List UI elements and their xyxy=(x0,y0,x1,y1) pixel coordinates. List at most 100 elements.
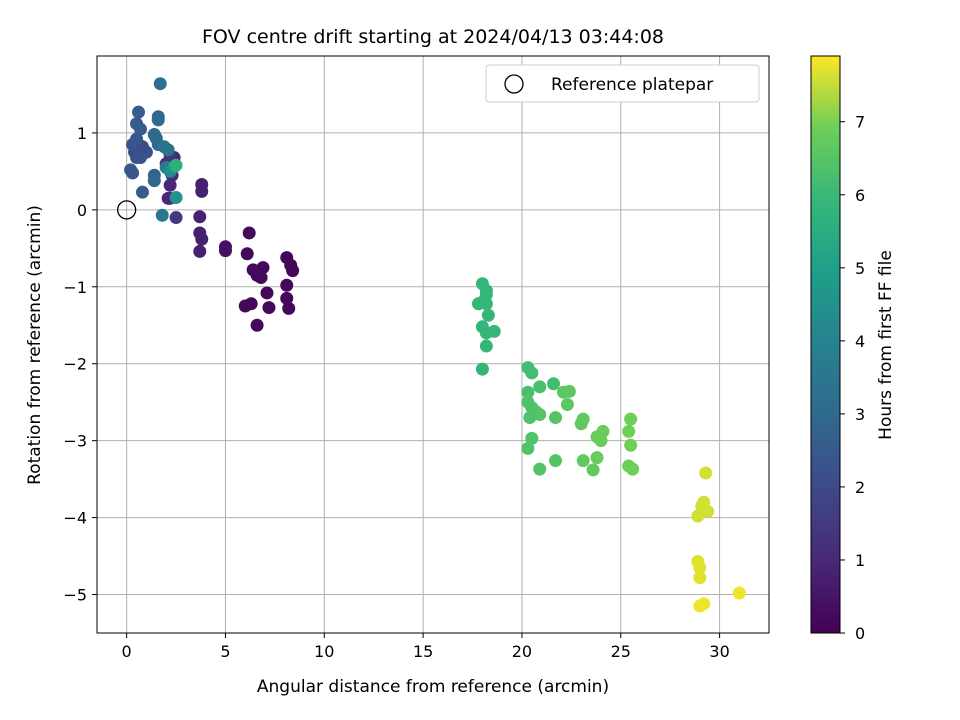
y-tick-label: −1 xyxy=(63,278,87,297)
scatter-point xyxy=(533,380,547,394)
x-tick-label: 15 xyxy=(413,642,433,661)
y-tick-label: −5 xyxy=(63,586,87,605)
scatter-point xyxy=(240,247,254,261)
plot-frame xyxy=(96,55,770,634)
scatter-point xyxy=(624,438,638,452)
x-axis-label: Angular distance from reference (arcmin) xyxy=(257,677,609,697)
x-tick-label: 20 xyxy=(512,642,532,661)
y-tick-label: 0 xyxy=(77,201,87,220)
colorbar-tick-label: 7 xyxy=(855,113,865,132)
scatter-point xyxy=(693,599,707,613)
scatter-point xyxy=(701,504,715,518)
scatter-point xyxy=(562,384,576,398)
chart-title: FOV centre drift starting at 2024/04/13 … xyxy=(202,26,664,48)
x-tick-label: 30 xyxy=(709,642,729,661)
scatter-point xyxy=(280,278,294,292)
scatter-point xyxy=(576,454,590,468)
x-axis-ticks: 0 5 10 15 20 25 30 xyxy=(122,633,730,661)
scatter-point xyxy=(153,77,167,91)
scatter-point xyxy=(479,339,493,353)
scatter-point xyxy=(169,158,183,172)
colorbar-tick-label: 1 xyxy=(855,551,865,570)
scatter-point xyxy=(169,191,183,205)
scatter-point xyxy=(699,466,713,480)
y-tick-label: −2 xyxy=(63,355,87,374)
scatter-point xyxy=(549,454,563,468)
grid-lines xyxy=(97,56,769,633)
scatter-point xyxy=(149,131,163,145)
legend: Reference platepar xyxy=(485,64,760,103)
colorbar-ticks: 0 1 2 3 4 5 6 7 xyxy=(840,113,865,643)
scatter-point xyxy=(262,301,276,315)
scatter-point xyxy=(169,211,183,225)
colorbar: 0 1 2 3 4 5 6 7 Hours from first FF file xyxy=(810,55,896,643)
scatter-point xyxy=(574,417,588,431)
y-axis-ticks: −5 −4 −3 −2 −1 0 1 xyxy=(63,124,97,605)
scatter-point xyxy=(560,398,574,412)
plot-area xyxy=(97,56,769,633)
scatter-point xyxy=(163,178,177,192)
scatter-point xyxy=(586,463,600,477)
x-tick-label: 5 xyxy=(220,642,230,661)
scatter-point xyxy=(151,110,165,124)
scatter-point xyxy=(693,561,707,575)
scatter-point xyxy=(282,301,296,315)
colorbar-tick-label: 2 xyxy=(855,478,865,497)
scatter-point xyxy=(195,232,209,246)
data-points xyxy=(124,77,746,613)
scatter-point xyxy=(521,385,535,399)
scatter-point xyxy=(479,297,493,311)
scatter-point xyxy=(691,509,705,523)
scatter-point xyxy=(487,324,501,338)
scatter-point xyxy=(130,132,144,146)
scatter-point xyxy=(626,462,640,476)
scatter-point xyxy=(133,122,147,136)
x-tick-label: 25 xyxy=(611,642,631,661)
colorbar-tick-label: 0 xyxy=(855,624,865,643)
scatter-point xyxy=(481,308,495,322)
scatter-point xyxy=(547,377,561,391)
scatter-point xyxy=(533,462,547,476)
colorbar-tick-label: 6 xyxy=(855,186,865,205)
scatter-point xyxy=(135,185,149,199)
scatter-point xyxy=(195,184,209,198)
scatter-point xyxy=(238,299,252,313)
scatter-point xyxy=(549,411,563,425)
reference-platepar-marker xyxy=(116,200,137,220)
scatter-point xyxy=(242,226,256,240)
scatter-point xyxy=(250,268,264,282)
scatter-point xyxy=(132,105,146,119)
legend-entry-reference: Reference platepar xyxy=(551,75,713,95)
scatter-point xyxy=(155,208,169,222)
x-tick-label: 0 xyxy=(122,642,132,661)
scatter-point xyxy=(193,244,207,258)
scatter-point xyxy=(622,424,636,438)
scatter-point xyxy=(147,174,161,188)
scatter-point xyxy=(133,151,147,165)
scatter-point xyxy=(286,264,300,278)
scatter-point xyxy=(525,366,539,380)
scatter-point xyxy=(260,286,274,300)
scatter-point xyxy=(732,586,746,600)
y-tick-label: −4 xyxy=(63,509,87,528)
legend-reference-marker xyxy=(504,74,524,94)
colorbar-tick-label: 5 xyxy=(855,259,865,278)
colorbar-tick-label: 4 xyxy=(855,332,865,351)
scatter-point xyxy=(193,210,207,224)
scatter-point xyxy=(250,318,264,332)
colorbar-gradient xyxy=(810,55,841,634)
scatter-point xyxy=(693,571,707,585)
scatter-point xyxy=(521,441,535,455)
colorbar-tick-label: 3 xyxy=(855,405,865,424)
y-tick-label: 1 xyxy=(77,124,87,143)
scatter-point xyxy=(624,412,638,426)
scatter-point xyxy=(475,362,489,376)
y-axis-label: Rotation from reference (arcmin) xyxy=(25,205,45,485)
scatter-point xyxy=(590,451,604,465)
scatter-point xyxy=(280,291,294,305)
y-tick-label: −3 xyxy=(63,432,87,451)
scatter-point xyxy=(596,424,610,438)
scatter-point xyxy=(525,431,539,445)
scatter-point xyxy=(533,408,547,422)
